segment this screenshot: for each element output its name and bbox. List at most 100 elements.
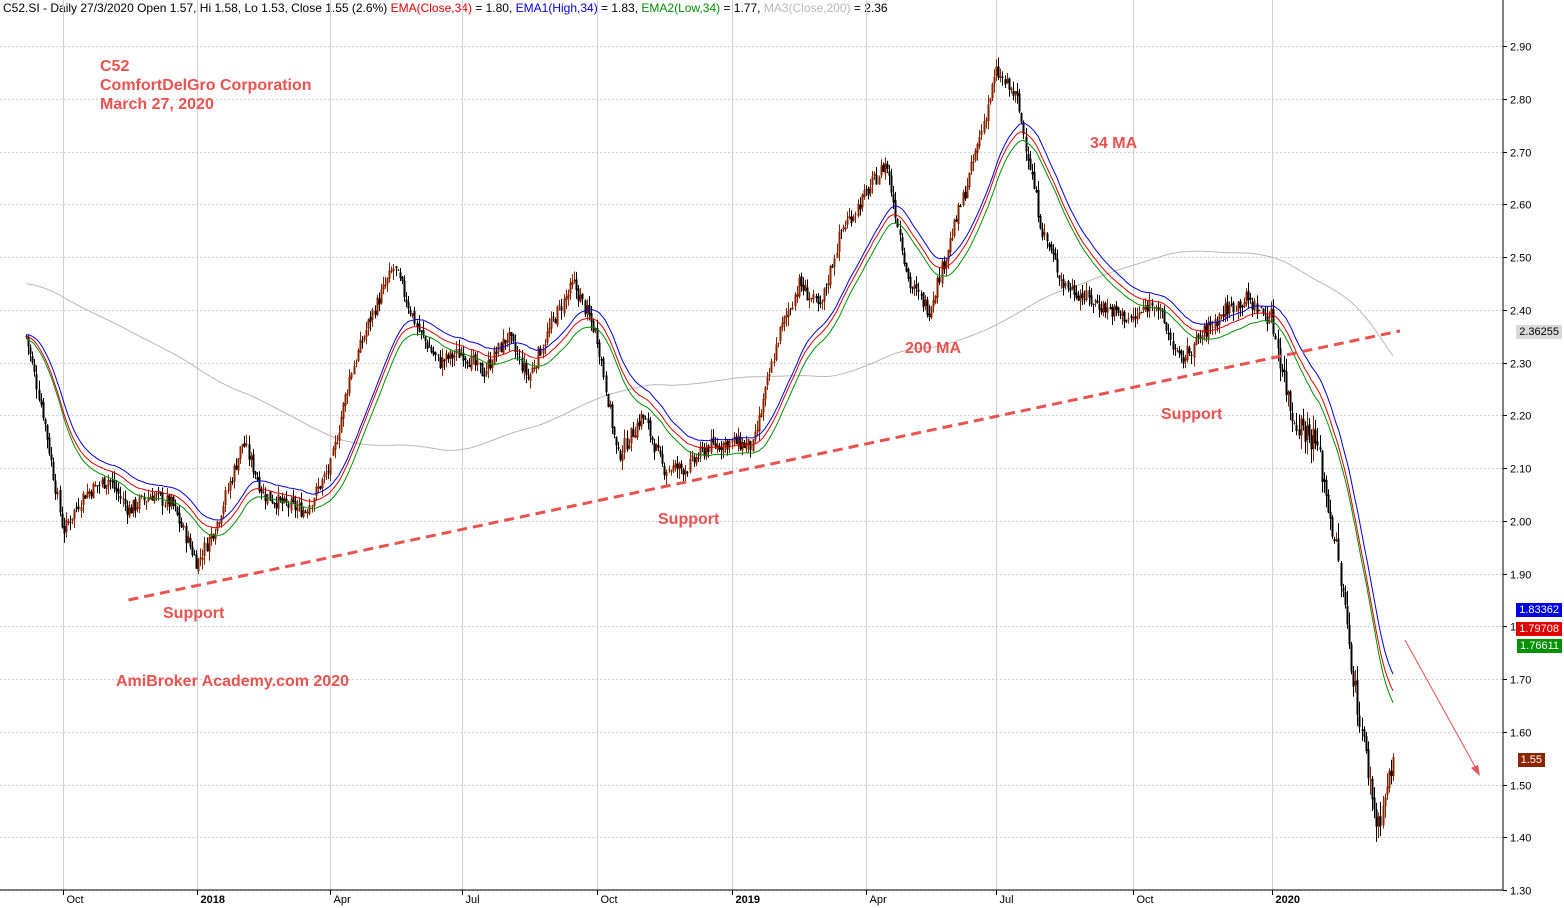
candle-body	[938, 277, 941, 283]
candle-body	[42, 402, 45, 419]
candle-body	[884, 162, 887, 174]
header-ma3-label: MA3(Close,200)	[763, 1, 851, 15]
candle-body	[483, 374, 486, 377]
y-tick-label: 2.30	[1510, 359, 1531, 371]
candle-body	[50, 454, 53, 461]
candle-body	[1235, 310, 1238, 312]
candle-body	[33, 364, 36, 372]
candle-body	[374, 310, 377, 316]
candle-body	[747, 439, 750, 446]
candle-body	[804, 285, 807, 291]
candle-body	[1169, 332, 1172, 341]
candle-body	[1295, 424, 1298, 432]
candle-body	[1180, 350, 1183, 356]
candle-body	[697, 457, 700, 459]
candle-body	[111, 481, 114, 483]
candle-body	[972, 161, 975, 163]
candle-body	[164, 504, 167, 507]
candle-body	[1071, 286, 1074, 289]
candle-body	[794, 294, 797, 307]
candle-body	[917, 289, 920, 292]
candle-body	[943, 261, 946, 270]
candle-body	[840, 230, 843, 232]
candle-body	[1182, 356, 1185, 364]
candle-body	[1067, 281, 1070, 288]
candle-body	[29, 347, 32, 355]
candle-body	[172, 496, 175, 506]
candle-body	[993, 76, 996, 84]
candle-body	[1041, 228, 1044, 238]
candle-body	[903, 252, 906, 265]
candle-body	[768, 374, 771, 376]
candle-body	[367, 319, 370, 329]
candle-body	[1058, 275, 1061, 279]
candle-body	[126, 504, 129, 515]
tag-ema-high: 1.83362	[1516, 603, 1562, 617]
annotation-ma200: 200 MA	[905, 340, 962, 357]
candle-body	[659, 450, 662, 454]
candle-body	[542, 349, 545, 354]
candle-body	[185, 525, 188, 544]
candle-body	[915, 283, 918, 289]
candle-body	[945, 259, 948, 269]
candle-body	[327, 471, 330, 473]
candle-body	[907, 268, 910, 279]
candle-body	[617, 447, 620, 450]
candle-body	[636, 423, 639, 438]
candle-body	[1384, 797, 1387, 807]
candle-body	[44, 419, 47, 425]
candle-body	[949, 238, 952, 253]
y-tick-label: 1.60	[1510, 728, 1531, 740]
candle-body	[92, 483, 95, 499]
candle-body	[1060, 279, 1063, 281]
candle-body	[103, 477, 106, 489]
candle-body	[947, 250, 950, 261]
candle-body	[1094, 300, 1097, 302]
candle-body	[1100, 308, 1103, 313]
candle-body	[1081, 292, 1084, 299]
candle-body	[909, 277, 912, 288]
candle-body	[1390, 770, 1393, 777]
candle-body	[857, 203, 860, 217]
candle-body	[1356, 679, 1359, 715]
candle-body	[493, 349, 496, 365]
arrow-shaft	[1404, 639, 1479, 773]
candle-body	[1300, 417, 1303, 436]
candle-body	[731, 439, 734, 443]
candle-body	[189, 538, 192, 547]
candle-body	[77, 506, 80, 510]
candle-body	[686, 472, 689, 474]
candle-body	[567, 293, 570, 299]
candle-body	[124, 498, 127, 505]
candle-body	[777, 342, 780, 344]
candle-body	[420, 330, 423, 332]
candle-body	[957, 204, 960, 225]
candle-body	[1165, 322, 1168, 331]
y-tick-label: 2.60	[1510, 200, 1531, 212]
candle-body	[233, 465, 236, 482]
ma200-line-path	[25, 250, 1394, 451]
candle-body	[1239, 301, 1242, 309]
candle-body	[208, 537, 211, 552]
candle-body	[403, 280, 406, 297]
candle-body	[38, 389, 41, 400]
candle-body	[1270, 308, 1273, 318]
candle-body	[1268, 320, 1271, 322]
candle-body	[386, 278, 389, 285]
candle-body	[1350, 644, 1353, 672]
candle-body	[63, 525, 66, 534]
candle-body	[810, 297, 813, 299]
candle-body	[1134, 316, 1137, 319]
candle-body	[842, 227, 845, 230]
candle-body	[1140, 312, 1143, 314]
candle-body	[298, 503, 301, 506]
candle-body	[1314, 429, 1317, 444]
candle-body	[451, 353, 454, 359]
candle-body	[252, 454, 255, 473]
candle-body	[705, 447, 708, 458]
candle-body	[90, 491, 93, 497]
candle-body	[1195, 336, 1198, 345]
candle-body	[136, 507, 139, 509]
candle-body	[1004, 79, 1007, 85]
candle-body	[65, 519, 68, 532]
